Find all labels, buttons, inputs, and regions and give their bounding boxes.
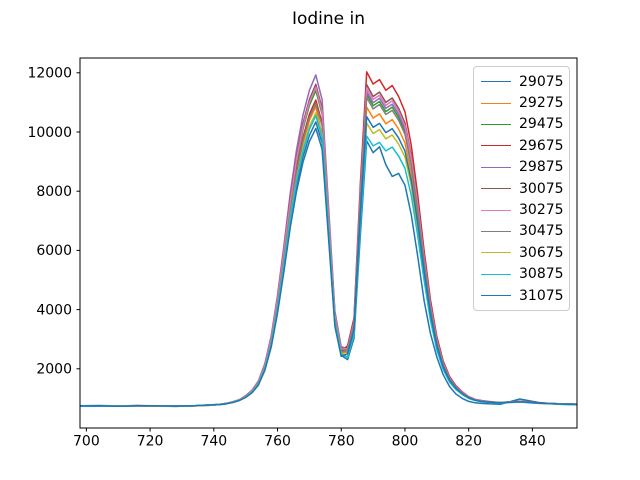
x-tick-label: 820	[455, 434, 482, 450]
legend-item: 30075	[481, 178, 564, 199]
legend-item: 29875	[481, 157, 564, 178]
legend-item: 29475	[481, 114, 564, 135]
legend-item: 30275	[481, 199, 564, 220]
x-tick-label: 720	[137, 434, 164, 450]
legend-line-swatch	[481, 273, 511, 275]
x-tick-label: 700	[73, 434, 100, 450]
legend-label: 30275	[519, 202, 564, 219]
series-group	[80, 71, 577, 408]
legend-item: 30875	[481, 264, 564, 285]
legend-line-swatch	[481, 188, 511, 190]
legend-line-swatch	[481, 145, 511, 147]
legend-label: 29675	[519, 137, 564, 154]
legend-line-swatch	[481, 81, 511, 83]
legend: 29075 29275 29475 29675 29875 30075 30275 30475…	[473, 66, 570, 312]
x-tick-label: 840	[519, 434, 546, 450]
legend-label: 29075	[519, 73, 564, 90]
legend-line-swatch	[481, 102, 511, 104]
legend-line-swatch	[481, 230, 511, 232]
series-line-31075	[80, 115, 577, 407]
legend-label: 29875	[519, 159, 564, 176]
y-tick-label: 10000	[27, 125, 72, 141]
legend-label: 31075	[519, 287, 564, 304]
y-tick-label: 2000	[36, 362, 72, 378]
y-tick-label: 8000	[36, 184, 72, 200]
legend-line-swatch	[481, 209, 511, 211]
x-tick-label: 740	[200, 434, 227, 450]
y-tick-label: 12000	[27, 66, 72, 82]
legend-label: 29475	[519, 116, 564, 133]
legend-line-swatch	[481, 166, 511, 168]
legend-item: 31075	[481, 285, 564, 306]
y-tick-label: 4000	[36, 302, 72, 318]
legend-item: 29675	[481, 135, 564, 156]
legend-label: 30675	[519, 244, 564, 261]
chart-title: Iodine in	[291, 9, 366, 29]
legend-label: 30875	[519, 266, 564, 283]
axes-frame	[79, 57, 578, 429]
legend-line-swatch	[481, 252, 511, 254]
x-tick-label: 760	[264, 434, 291, 450]
x-tick-label: 780	[328, 434, 355, 450]
legend-line-swatch	[481, 295, 511, 297]
legend-item: 29275	[481, 92, 564, 113]
legend-label: 30475	[519, 223, 564, 240]
legend-item: 29075	[481, 71, 564, 92]
legend-line-swatch	[481, 123, 511, 125]
legend-item: 30475	[481, 221, 564, 242]
y-tick-label: 6000	[36, 243, 72, 259]
legend-item: 30675	[481, 242, 564, 263]
legend-label: 29275	[519, 95, 564, 112]
x-tick-label: 800	[392, 434, 419, 450]
legend-label: 30075	[519, 180, 564, 197]
